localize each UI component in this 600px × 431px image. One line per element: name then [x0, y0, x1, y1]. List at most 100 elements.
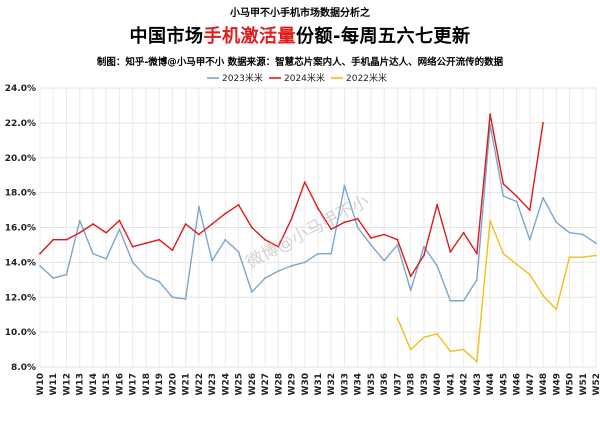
data-point-2024 [343, 221, 346, 224]
data-point-2023 [555, 221, 558, 224]
data-point-2024 [65, 238, 68, 241]
data-point-2024 [250, 226, 253, 229]
x-tick-label: W50 [566, 373, 576, 395]
x-tick-label: W42 [460, 373, 470, 395]
data-point-2024 [515, 195, 518, 198]
data-point-2024 [184, 223, 187, 225]
data-point-2023 [105, 257, 108, 260]
x-tick-label: W16 [115, 373, 125, 395]
x-tick-label: W29 [288, 373, 298, 395]
x-tick-label: W36 [380, 373, 390, 395]
title-highlight: 手机激活量 [203, 26, 296, 47]
title-prefix: 中国市场 [129, 26, 204, 47]
data-point-2024 [277, 245, 280, 248]
data-point-2023 [423, 245, 425, 248]
y-tick-label: 14.0% [5, 258, 36, 268]
data-point-2023 [145, 275, 147, 278]
data-point-2022 [542, 294, 544, 297]
data-point-2022 [396, 317, 399, 320]
x-tick-label: W51 [579, 373, 589, 395]
legend-label: 2024米米 [284, 72, 325, 84]
data-point-2023 [197, 205, 200, 208]
legend: 2023米米 2024米米 2022米米 [207, 72, 387, 84]
x-tick-label: W48 [539, 373, 549, 395]
data-point-2023 [78, 219, 81, 222]
data-point-2023 [528, 238, 531, 241]
x-tick-label: W35 [367, 373, 377, 395]
x-tick-label: W22 [195, 373, 205, 395]
x-tick-label: W12 [62, 373, 72, 395]
data-point-2024 [78, 231, 81, 234]
x-tick-label: W43 [473, 373, 483, 395]
data-point-2023 [237, 251, 240, 253]
y-tick-label: 22.0% [5, 119, 36, 129]
data-point-2023 [264, 277, 266, 279]
data-point-2022 [528, 273, 531, 276]
data-point-2022 [475, 360, 478, 363]
data-point-2022 [515, 263, 518, 266]
x-tick-label: W33 [340, 373, 350, 395]
data-point-2023 [475, 278, 478, 281]
x-tick-label: W26 [248, 373, 258, 395]
data-point-2023 [462, 299, 465, 302]
data-point-2023 [250, 291, 253, 293]
x-tick-label: W14 [89, 373, 99, 395]
y-tick-label: 10.0% [5, 328, 36, 338]
legend-label: 2022米米 [346, 72, 387, 84]
data-point-2023 [449, 299, 452, 302]
data-point-2024 [383, 233, 386, 236]
data-point-2023 [277, 270, 280, 272]
data-point-2024 [264, 238, 266, 241]
data-point-2024 [145, 242, 147, 245]
data-point-2023 [370, 244, 372, 246]
data-point-2023 [171, 296, 174, 299]
data-point-2023 [131, 261, 134, 264]
x-tick-label: W10 [36, 373, 46, 395]
data-point-2024 [396, 238, 399, 241]
data-point-2023 [330, 252, 333, 255]
data-point-2024 [290, 217, 293, 220]
data-point-2023 [317, 252, 319, 255]
data-point-2023 [409, 289, 412, 292]
title-suffix: 份额-每周五六七更新 [296, 26, 471, 47]
data-point-2024 [131, 245, 134, 248]
data-point-2023 [542, 196, 544, 199]
data-point-2024 [423, 254, 425, 257]
data-point-2022 [423, 336, 425, 339]
data-point-2023 [502, 195, 505, 198]
data-point-2023 [184, 298, 187, 300]
data-point-2024 [542, 121, 544, 124]
data-point-2024 [197, 233, 200, 236]
data-point-2024 [105, 231, 108, 234]
x-tick-label: W25 [235, 373, 245, 395]
data-point-2023 [515, 200, 518, 203]
data-point-2022 [502, 252, 505, 255]
x-tick-label: W20 [168, 373, 178, 395]
series-line-2022 [396, 219, 597, 363]
x-tick-label: W47 [526, 373, 536, 395]
x-tick-label: W21 [182, 373, 192, 395]
y-tick-label: 8.0% [11, 363, 36, 373]
x-tick-label: W38 [407, 373, 417, 395]
y-axis: 8.0% 10.0% 12.0% 14.0% 16.0% 18.0% 20.0% 22.0% 2… [5, 84, 36, 373]
data-point-2024 [462, 231, 465, 234]
x-tick-label: W19 [155, 373, 165, 395]
data-point-2023 [224, 238, 227, 241]
data-point-2024 [39, 252, 41, 255]
data-point-2024 [224, 212, 227, 215]
data-point-2024 [118, 219, 121, 222]
x-tick-label: W30 [301, 373, 311, 395]
data-point-2023 [52, 277, 55, 279]
credit-line: 制图：知乎-微博@小马甲不小 数据来源：智慧芯片案内人、手机晶片达人、网络公开流… [96, 57, 504, 68]
data-point-2024 [158, 238, 161, 241]
y-tick-label: 16.0% [5, 224, 36, 234]
data-point-2023 [343, 184, 346, 187]
data-point-2023 [290, 264, 293, 267]
data-point-2024 [370, 237, 372, 239]
data-point-2023 [303, 261, 306, 264]
data-point-2024 [303, 181, 306, 184]
x-tick-label: W49 [552, 373, 562, 395]
data-point-2023 [595, 242, 597, 245]
data-point-2022 [436, 332, 439, 335]
